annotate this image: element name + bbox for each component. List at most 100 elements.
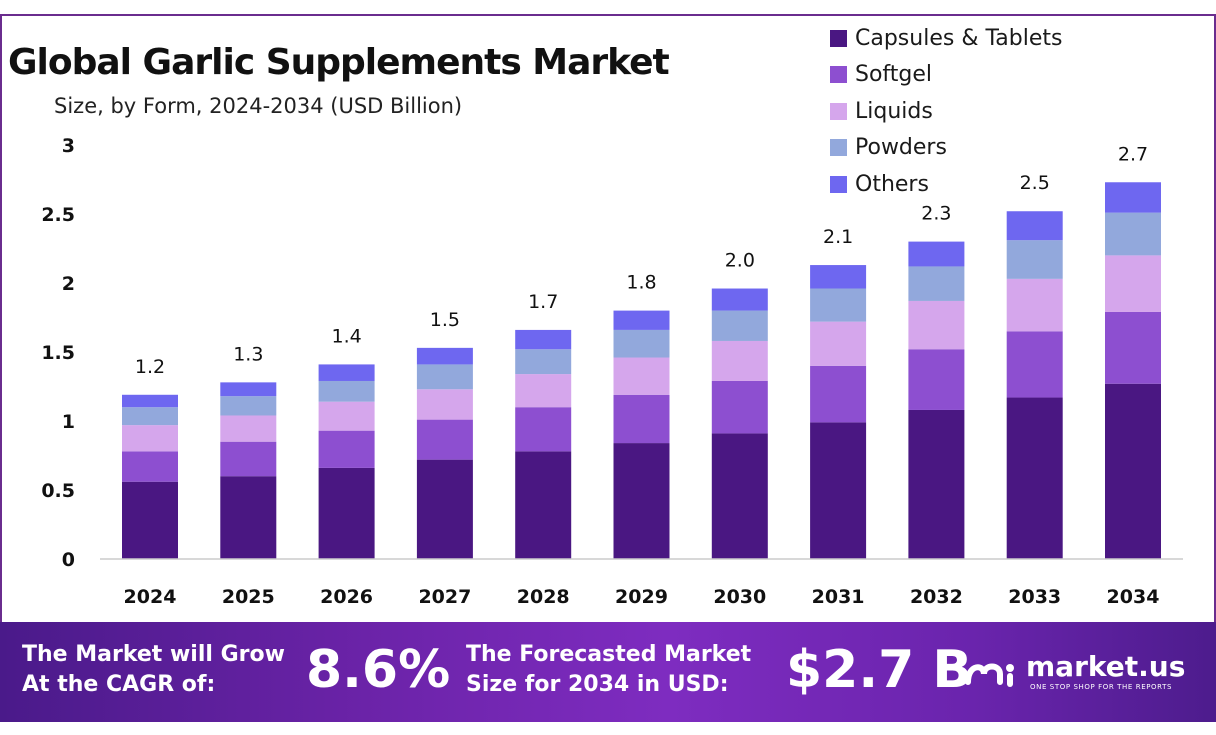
bar-segment <box>711 288 768 311</box>
bar-segment <box>515 329 572 350</box>
legend-label: Capsules & Tablets <box>855 25 1063 51</box>
bar-total-label: 1.2 <box>135 356 165 378</box>
bar-segment <box>1105 311 1161 384</box>
bar-segment <box>122 481 178 559</box>
legend-label: Powders <box>855 135 947 161</box>
x-tick-label: 2034 <box>1107 586 1160 608</box>
bar-segment <box>416 364 473 390</box>
y-tick-label: 2 <box>62 273 75 295</box>
bar-segment <box>810 422 867 559</box>
bar-segment <box>908 409 965 559</box>
x-tick-label: 2025 <box>222 586 275 608</box>
y-tick-label: 2.5 <box>41 204 75 226</box>
legend-swatch <box>830 66 847 84</box>
bar-total-label: 1.5 <box>430 309 460 331</box>
legend-item: Liquids <box>830 93 1062 130</box>
bar-total-label: 1.8 <box>626 272 656 294</box>
cagr-value: 8.6% <box>306 640 451 700</box>
bar-segment <box>1105 383 1161 559</box>
x-tick-label: 2026 <box>320 586 373 608</box>
bar-segment <box>416 347 473 365</box>
legend-label: Others <box>855 171 929 197</box>
legend-swatch <box>830 102 847 120</box>
y-tick-label: 0.5 <box>41 480 75 502</box>
y-tick-label: 1 <box>62 411 75 433</box>
bar-segment <box>515 407 572 452</box>
x-tick-label: 2027 <box>418 586 471 608</box>
bar-segment <box>318 380 375 402</box>
bar-segment <box>515 374 572 408</box>
legend-item: Powders <box>830 130 1062 167</box>
bar-segment <box>220 415 277 442</box>
legend-label: Softgel <box>855 62 933 88</box>
bar-segment <box>220 396 277 416</box>
chart-subtitle: Size, by Form, 2024-2034 (USD Billion) <box>54 94 463 118</box>
bar-segment <box>416 389 473 420</box>
bar-segment <box>1006 397 1063 559</box>
bar-segment <box>908 300 965 350</box>
x-tick-label: 2030 <box>713 586 766 608</box>
bar-segment <box>810 265 867 289</box>
bar-segment <box>416 459 473 559</box>
x-axis: 2024 2025 2026 2027 2028 2029 2030 2031 2032 2033… <box>124 586 1160 608</box>
bar-segment <box>318 401 375 431</box>
bar-total-label: 1.7 <box>528 291 558 313</box>
bar-total-label: 2.3 <box>921 203 951 225</box>
footer-banner: The Market will Grow At the CAGR of: 8.6… <box>0 622 1216 722</box>
bar-segment <box>220 382 277 397</box>
bar-segment <box>1006 240 1063 279</box>
forecast-value: $2.7 B <box>786 640 973 700</box>
bar-segment <box>908 349 965 410</box>
bar-segment <box>908 266 965 301</box>
bar-segment <box>1006 211 1063 241</box>
bar-segment <box>613 310 670 330</box>
bar-segment <box>908 241 965 267</box>
brand-name: market.us <box>1026 650 1186 683</box>
x-tick-label: 2033 <box>1008 586 1061 608</box>
legend-item: Softgel <box>830 57 1062 94</box>
bar-segment <box>318 467 375 559</box>
bar-segment <box>810 288 867 322</box>
bar-segment <box>613 357 670 395</box>
stacked-bar-chart: 00.511.522.53 2024 2025 2026 2027 2028 2029 20… <box>41 135 1183 608</box>
x-tick-label: 2031 <box>812 586 865 608</box>
forecast-label: The Forecasted Market Size for 2034 in U… <box>466 640 751 700</box>
bar-segment <box>1105 212 1161 256</box>
bar-segment <box>318 364 375 381</box>
y-tick-label: 0 <box>62 549 75 571</box>
y-tick-label: 3 <box>62 135 75 157</box>
legend-item: Others <box>830 166 1062 203</box>
bar-segment <box>1105 182 1161 213</box>
legend-item: Capsules & Tablets <box>830 20 1062 57</box>
brand-tagline: ONE STOP SHOP FOR THE REPORTS <box>1030 683 1173 691</box>
x-tick-label: 2028 <box>517 586 570 608</box>
chart-title: Global Garlic Supplements Market <box>8 42 670 83</box>
bar-segment <box>613 329 670 358</box>
bar-segment <box>122 425 178 452</box>
bar-segment <box>515 451 572 559</box>
bar-segment <box>810 321 867 366</box>
bar-total-label: 2.0 <box>725 250 755 272</box>
cagr-label: The Market will Grow At the CAGR of: <box>22 640 285 700</box>
bar-segment <box>1105 255 1161 312</box>
bar-segment <box>318 430 375 468</box>
bar-segment <box>220 441 277 477</box>
bar-segment <box>122 407 178 426</box>
bar-segment <box>613 443 670 559</box>
bar-segment <box>122 451 178 482</box>
x-tick-label: 2024 <box>124 586 177 608</box>
bar-total-label: 2.5 <box>1020 172 1050 194</box>
forecast-label-line2: Size for 2034 in USD: <box>466 672 729 697</box>
legend-swatch <box>830 175 847 193</box>
cagr-label-line1: The Market will Grow <box>22 642 285 667</box>
bar-segment <box>613 394 670 444</box>
total-labels-group: 1.2 1.3 1.4 1.5 1.7 1.8 2.0 2.1 2.3 2.5 2.7 <box>135 143 1148 378</box>
x-tick-label: 2032 <box>910 586 963 608</box>
bar-total-label: 2.7 <box>1118 143 1148 165</box>
x-tick-label: 2029 <box>615 586 668 608</box>
legend-swatch <box>830 29 847 47</box>
cagr-label-line2: At the CAGR of: <box>22 672 216 697</box>
bars-group <box>122 182 1161 559</box>
bar-segment <box>711 433 768 559</box>
legend-label: Liquids <box>855 98 933 124</box>
